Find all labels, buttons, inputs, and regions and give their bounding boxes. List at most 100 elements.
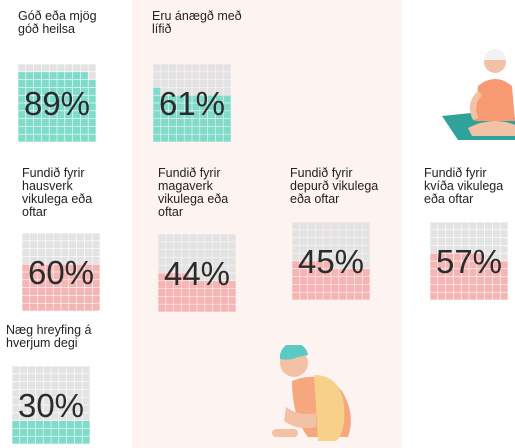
waffle-cell-filled — [184, 111, 192, 119]
waffle-cell-filled — [22, 264, 30, 272]
waffle-cell-filled — [12, 436, 20, 444]
waffle-cell-filled — [176, 95, 184, 103]
waffle-cell-filled — [51, 420, 59, 429]
waffle-cell-filled — [362, 284, 370, 292]
waffle-cell-filled — [220, 281, 228, 289]
waffle-cell-filled — [500, 276, 508, 285]
waffle-cell-filled — [205, 288, 213, 297]
waffle-cell — [43, 397, 51, 405]
waffle-cell-filled — [45, 264, 53, 272]
waffle-cell-filled — [92, 272, 100, 280]
waffle-cell — [61, 248, 69, 257]
waffle-cell — [22, 233, 30, 241]
waffle-cell — [20, 405, 28, 413]
waffle-cell — [158, 257, 166, 265]
waffle-cell — [200, 64, 208, 72]
waffle-cell — [35, 389, 43, 397]
waffle-cell — [331, 253, 339, 261]
waffle-cell — [184, 87, 192, 95]
waffle-cell — [37, 233, 46, 241]
waffle-cell — [27, 389, 36, 397]
waffle-cell-filled — [197, 304, 205, 312]
waffle-cell — [43, 405, 51, 413]
waffle-cell-filled — [184, 103, 192, 111]
waffle-cell — [461, 237, 469, 246]
waffle-cell — [173, 257, 182, 265]
waffle-cell-filled — [53, 303, 61, 311]
label-line: Næg hreyfing á — [6, 323, 92, 337]
waffle-cell-filled — [438, 261, 446, 269]
waffle-cell-filled — [469, 269, 477, 277]
waffle-cell — [323, 222, 331, 230]
waffle-cell-filled — [61, 280, 69, 288]
waffle-cell — [205, 242, 213, 250]
waffle-cell — [430, 222, 438, 230]
waffle-cell-filled — [181, 296, 189, 304]
waffle-cell-filled — [26, 72, 34, 80]
waffle-cell-filled — [300, 261, 308, 269]
waffle-cell — [51, 397, 59, 405]
waffle: 57% — [430, 222, 508, 300]
waffle-cell — [43, 366, 51, 374]
waffle-cell-filled — [53, 272, 61, 280]
waffle-cell-filled — [57, 103, 65, 111]
waffle-cell-filled — [207, 111, 216, 119]
waffle-cell-filled — [168, 134, 177, 142]
waffle-cell-filled — [18, 118, 26, 127]
waffle-cell-filled — [212, 288, 221, 297]
waffle-cell-filled — [18, 79, 26, 88]
waffle-cell-filled — [168, 111, 177, 119]
waffle-cell — [346, 237, 355, 246]
waffle-cell-filled — [430, 253, 438, 261]
waffle-cell-filled — [166, 304, 174, 312]
waffle-cell-filled — [197, 288, 205, 297]
value-label: 60% — [28, 254, 94, 291]
waffle-cell — [76, 241, 85, 249]
label-line: kvíða vikulega — [424, 179, 504, 193]
waffle-cell — [362, 237, 370, 246]
waffle-cell — [51, 389, 59, 397]
waffle-cell — [76, 248, 85, 257]
waffle-cell-filled — [88, 111, 96, 119]
label-line: magaverk — [158, 179, 213, 193]
waffle-cell — [20, 397, 28, 405]
waffle-cell-filled — [61, 295, 69, 303]
item-label: Fundið fyrir depurð vikulega eða oftar — [290, 167, 378, 206]
waffle-cell — [307, 245, 316, 253]
waffle-cell — [189, 234, 197, 242]
waffle-cell — [161, 87, 169, 95]
waffle-cell-filled — [30, 264, 38, 272]
waffle-cell-filled — [66, 428, 75, 436]
waffle-cell-filled — [205, 281, 213, 289]
waffle-cell — [315, 253, 323, 261]
waffle-cell-filled — [323, 261, 331, 269]
waffle-cell — [158, 265, 166, 273]
waffle-cell-filled — [41, 95, 49, 103]
waffle-cell — [173, 234, 182, 242]
waffle-cell-filled — [72, 87, 81, 95]
waffle-cell — [168, 72, 177, 80]
waffle-cell-filled — [445, 292, 454, 300]
waffle-cell — [223, 87, 231, 95]
waffle-cell — [66, 413, 75, 421]
waffle-cell-filled — [43, 428, 51, 436]
waffle-cell — [339, 261, 347, 269]
waffle-cell — [12, 374, 20, 382]
waffle-cell-filled — [430, 276, 438, 285]
waffle-cell — [45, 241, 53, 249]
waffle-cell — [66, 366, 75, 374]
waffle-cell — [292, 253, 300, 261]
waffle-cell-filled — [215, 126, 223, 134]
waffle-cell-filled — [33, 134, 42, 142]
waffle-cell-filled — [30, 287, 38, 296]
waffle-cell-filled — [307, 269, 316, 277]
waffle-cell-filled — [65, 126, 73, 134]
waffle-cell-filled — [26, 134, 34, 142]
waffle-cell — [323, 230, 331, 238]
waffle-cell-filled — [445, 261, 454, 269]
waffle-cell-filled — [461, 292, 469, 300]
waffle-cell — [220, 249, 228, 258]
waffle-cell — [292, 237, 300, 246]
waffle-cell — [223, 64, 231, 72]
waffle-cell-filled — [88, 118, 96, 127]
